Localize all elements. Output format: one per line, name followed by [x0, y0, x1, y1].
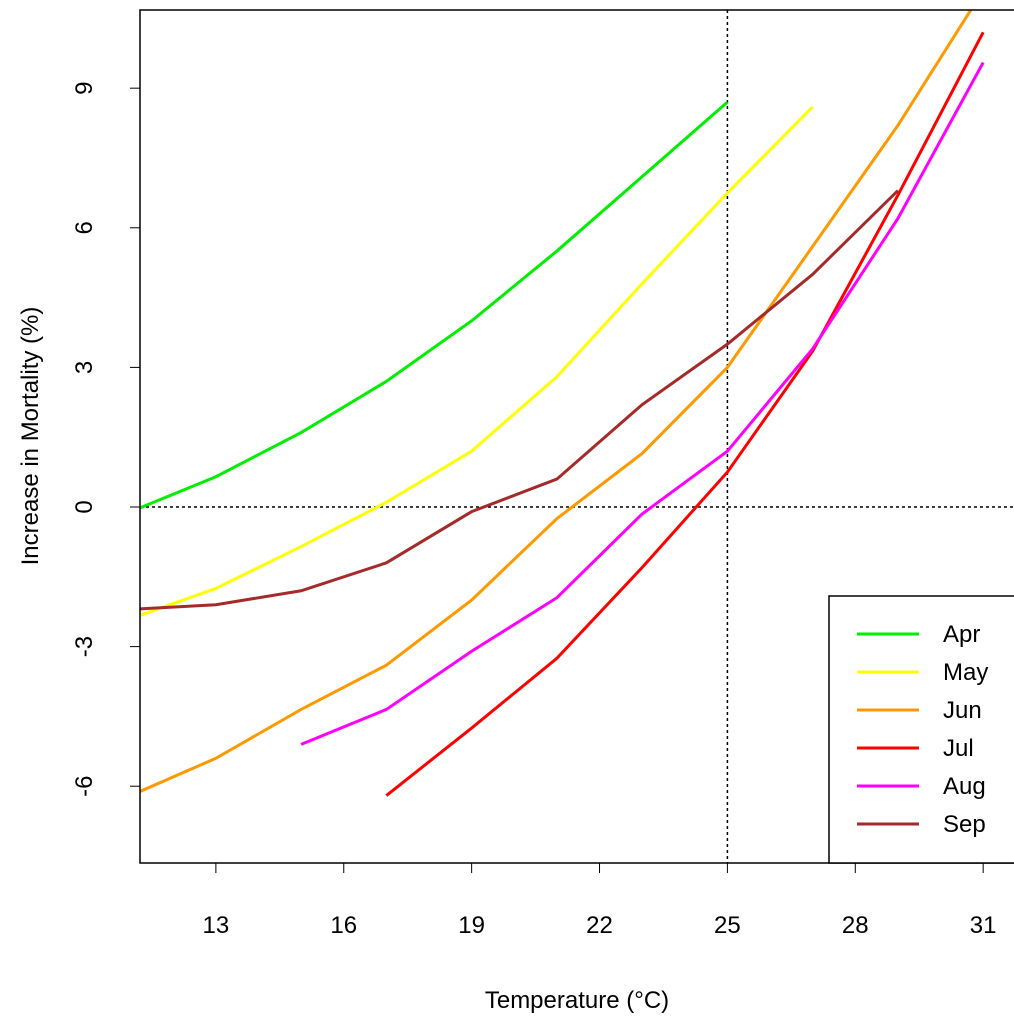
legend-label: Jul — [943, 735, 974, 762]
x-tick-label: 25 — [714, 912, 741, 939]
y-tick-label: 3 — [71, 361, 98, 374]
x-tick-label: 19 — [458, 912, 485, 939]
x-tick-label: 22 — [586, 912, 613, 939]
series-line — [140, 189, 899, 611]
x-tick-label: 16 — [330, 912, 357, 939]
series-line — [140, 105, 814, 617]
x-tick-label: 28 — [842, 912, 869, 939]
legend-label: Jun — [943, 697, 982, 724]
legend-box — [828, 595, 1014, 864]
series-line — [385, 31, 985, 797]
y-tick-label: 6 — [71, 221, 98, 234]
y-tick-label: 0 — [71, 500, 98, 513]
x-tick-label: 31 — [970, 912, 997, 939]
legend-label: Aug — [943, 773, 986, 800]
y-axis-label: Increase in Mortality (%) — [17, 307, 44, 566]
x-tick-label: 13 — [203, 912, 230, 939]
y-tick-label: -6 — [71, 776, 98, 797]
plot-area — [140, 10, 1013, 863]
x-axis-label: Temperature (°C) — [485, 987, 669, 1014]
series-line — [300, 61, 985, 746]
series-line — [140, 10, 973, 794]
y-tick-label: -3 — [71, 636, 98, 657]
legend-label: May — [943, 659, 988, 686]
plot-frame — [139, 9, 1014, 864]
series-line — [140, 101, 729, 510]
legend-label: Sep — [943, 811, 986, 838]
y-tick-label: 9 — [71, 82, 98, 95]
legend-label: Apr — [943, 621, 980, 648]
